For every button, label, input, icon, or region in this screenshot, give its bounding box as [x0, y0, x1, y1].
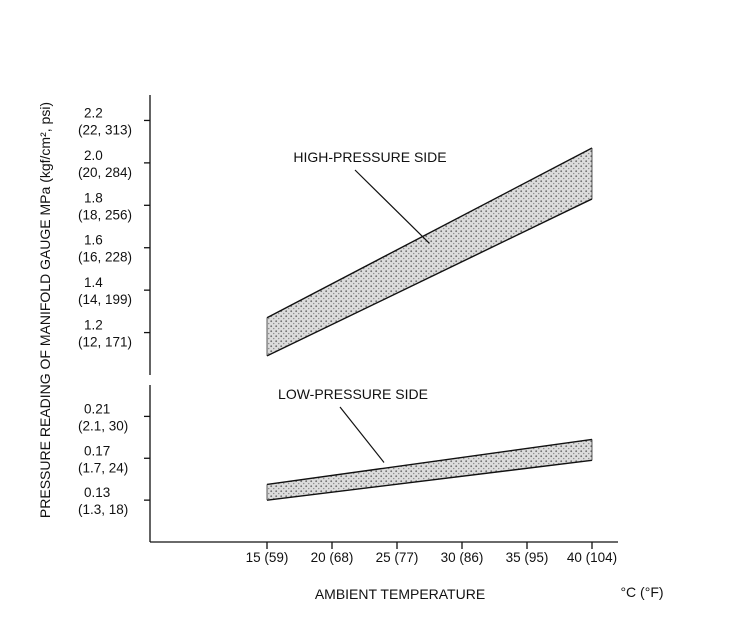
x-tick-label-2: 25 (77) [376, 550, 419, 565]
upper-y-tick-sublabel-4: (20, 284) [78, 165, 132, 180]
x-axis-unit: °C (°F) [620, 584, 663, 600]
band-layer [266, 147, 593, 501]
lower-y-tick-label-2: 0.21 [84, 401, 110, 416]
upper-y-tick-sublabel-2: (16, 228) [78, 250, 132, 265]
upper-y-tick-sublabel-1: (14, 199) [78, 292, 132, 307]
x-tick-label-4: 35 (95) [506, 550, 549, 565]
upper-y-tick-label-0: 1.2 [84, 318, 103, 333]
high-pressure-leader-line [354, 169, 430, 244]
annotation-layer: HIGH-PRESSURE SIDE LOW-PRESSURE SIDE [278, 149, 447, 463]
high-pressure-band-upper-edge [266, 147, 593, 319]
upper-y-tick-sublabel-3: (18, 256) [78, 207, 132, 222]
low-pressure-band-fill [267, 439, 592, 501]
x-tick-layer: 15 (59) 20 (68) 25 (77) 30 (86) 35 (95) 40 (1… [246, 542, 617, 565]
y-tick-layer: 1.2 (12, 171) 1.4 (14, 199) 1.6 (16, 228) 1.8 (… [78, 105, 150, 517]
high-pressure-band-fill [267, 148, 592, 356]
high-pressure-band-lower-edge [266, 198, 593, 357]
low-pressure-leader-line [339, 406, 385, 463]
upper-y-tick-label-1: 1.4 [84, 275, 103, 290]
low-pressure-band-lower-edge [266, 459, 593, 501]
lower-y-tick-sublabel-1: (1.7, 24) [78, 460, 128, 475]
x-tick-label-5: 40 (104) [567, 550, 617, 565]
upper-y-tick-sublabel-5: (22, 313) [78, 122, 132, 137]
upper-y-tick-label-3: 1.8 [84, 190, 103, 205]
upper-y-tick-label-2: 1.6 [84, 233, 103, 248]
y-axis-title: PRESSURE READING OF MANIFOLD GAUGE MPa (… [37, 102, 53, 518]
high-pressure-label: HIGH-PRESSURE SIDE [293, 149, 446, 165]
x-axis-title: AMBIENT TEMPERATURE [315, 586, 485, 602]
upper-y-tick-sublabel-0: (12, 171) [78, 335, 132, 350]
x-tick-label-3: 30 (86) [441, 550, 484, 565]
low-pressure-band-upper-edge [266, 438, 593, 486]
x-tick-label-0: 15 (59) [246, 550, 289, 565]
lower-y-tick-label-1: 0.17 [84, 443, 110, 458]
lower-y-tick-sublabel-0: (1.3, 18) [78, 502, 128, 517]
x-tick-label-1: 20 (68) [311, 550, 354, 565]
low-pressure-label: LOW-PRESSURE SIDE [278, 386, 428, 402]
lower-y-tick-label-0: 0.13 [84, 485, 110, 500]
upper-y-tick-label-5: 2.2 [84, 105, 103, 120]
upper-y-tick-label-4: 2.0 [84, 148, 103, 163]
lower-y-tick-sublabel-2: (2.1, 30) [78, 418, 128, 433]
